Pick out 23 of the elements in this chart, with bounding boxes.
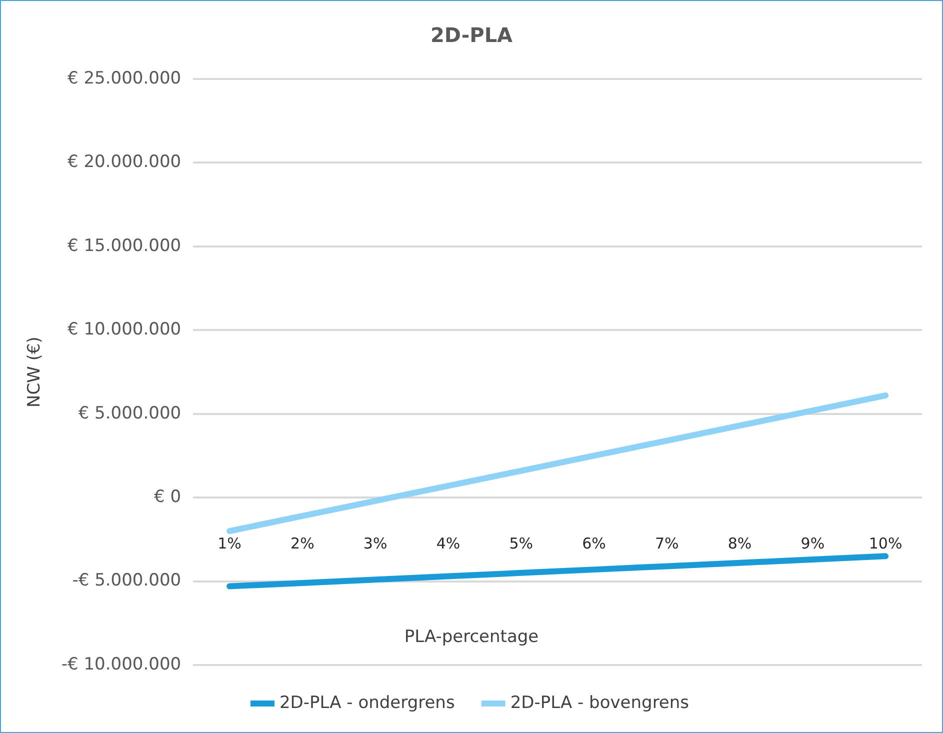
x-tick-label: 9%	[800, 534, 825, 552]
y-tick-label: € 20.000.000	[68, 152, 182, 172]
x-tick-label: 1%	[218, 534, 242, 552]
x-tick-label: 3%	[363, 534, 388, 552]
legend-label: 2D-PLA - ondergrens	[279, 692, 455, 713]
y-tick-label: € 15.000.000	[68, 236, 182, 256]
x-tick-label: 10%	[868, 534, 902, 552]
x-tick-label: 2%	[290, 534, 314, 552]
x-tick-label: 7%	[654, 534, 679, 552]
y-tick-label: € 5.000.000	[78, 403, 182, 424]
x-tick-label: 8%	[728, 534, 752, 552]
y-tick-label: -€ 10.000.000	[61, 654, 182, 674]
x-tick-label: 4%	[436, 534, 460, 552]
y-tick-label: € 10.000.000	[68, 320, 182, 340]
chart-title: 2D-PLA	[430, 23, 514, 48]
y-axis-title: NCW (€)	[24, 336, 45, 408]
legend-label: 2D-PLA - bovengrens	[510, 692, 690, 713]
x-axis-title: PLA-percentage	[403, 627, 540, 647]
x-tick-label: 5%	[509, 534, 533, 552]
y-tick-label: € 25.000.000	[68, 68, 182, 88]
y-tick-label: -€ 5.000.000	[72, 570, 182, 591]
x-tick-label: 6%	[582, 534, 606, 552]
y-tick-label: € 0	[154, 486, 182, 507]
